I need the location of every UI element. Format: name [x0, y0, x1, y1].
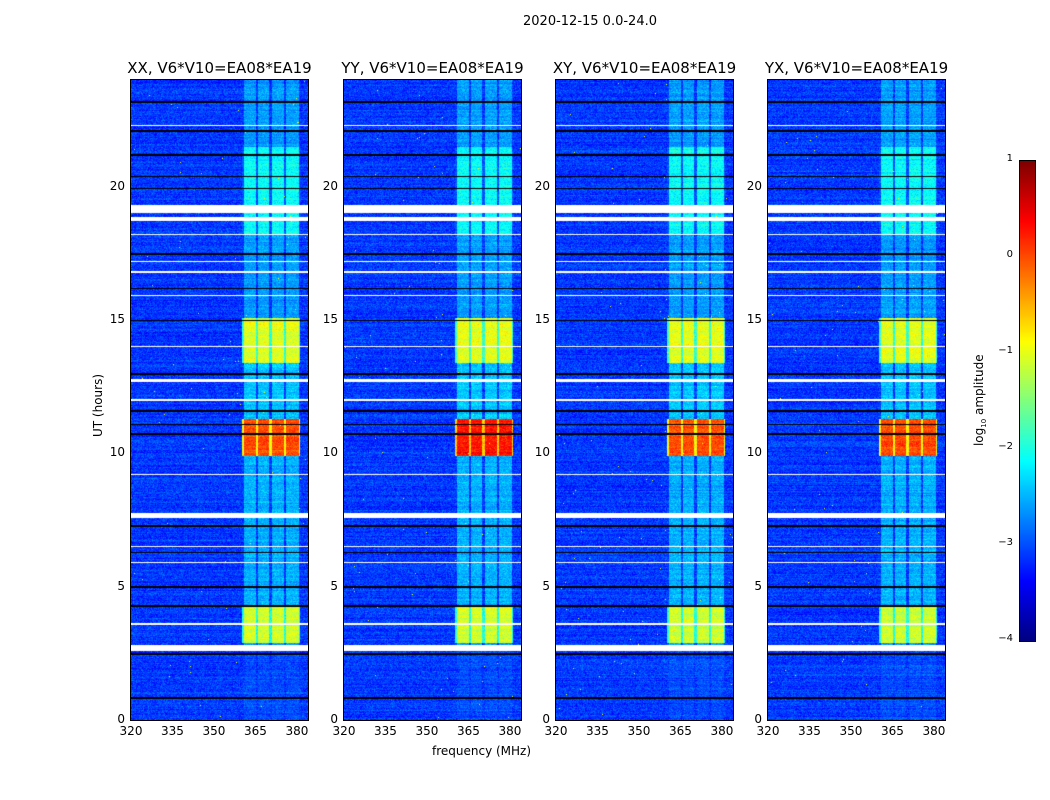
x-tick-label: 335 — [798, 724, 821, 738]
colorbar-label-log: log — [971, 427, 986, 447]
panel-title: XY, V6*V10=EA08*EA19 — [552, 59, 737, 77]
y-tick-label: 15 — [322, 312, 338, 326]
y-axis-label: UT (hours) — [91, 373, 105, 437]
x-tick-label: 335 — [161, 724, 184, 738]
colorbar-tick-label: −4 — [998, 633, 1013, 644]
y-tick-label: 10 — [746, 445, 762, 460]
y-tick-label: 5 — [542, 578, 550, 593]
panel-title: XX, V6*V10=EA08*EA19 — [127, 59, 312, 77]
colorbar-label: log10 amplitude — [972, 350, 988, 450]
x-tick-label: 365 — [457, 724, 480, 738]
heatmap-panel — [343, 79, 522, 721]
x-tick-label: 380 — [710, 724, 734, 738]
x-tick-label: 335 — [374, 724, 397, 738]
x-tick-label: 350 — [415, 724, 439, 738]
y-tick-label: 20 — [746, 178, 762, 193]
colorbar-label-subscript: 10 — [980, 418, 989, 428]
y-tick-label: 10 — [322, 445, 338, 460]
y-tick-label: 20 — [322, 178, 338, 193]
x-tick-label: 380 — [285, 724, 309, 738]
x-tick-label: 320 — [756, 724, 780, 738]
y-tick-label: 0 — [754, 712, 762, 726]
y-tick-label: 10 — [109, 445, 125, 460]
y-tick-label: 0 — [542, 712, 550, 726]
x-tick-label: 320 — [544, 724, 568, 738]
y-tick-label: 5 — [330, 578, 338, 593]
x-tick-label: 365 — [881, 724, 904, 738]
colorbar-tick-label: −2 — [998, 441, 1013, 452]
x-tick-label: 365 — [244, 724, 267, 738]
x-tick-label: 335 — [586, 724, 609, 738]
y-tick-label: 5 — [117, 578, 125, 593]
y-tick-label: 15 — [746, 312, 762, 326]
y-tick-label: 0 — [330, 712, 338, 726]
y-tick-label: 15 — [109, 312, 125, 326]
colorbar-tick-label: −3 — [998, 537, 1013, 548]
x-axis-label: frequency (MHz) — [432, 744, 532, 758]
y-tick-label: 20 — [109, 178, 125, 193]
colorbar-tick-label: 1 — [1006, 153, 1013, 164]
heatmap-panel — [130, 79, 309, 721]
y-tick-label: 0 — [117, 712, 125, 726]
colorbar-tick-label: −1 — [998, 345, 1013, 356]
x-tick-label: 350 — [627, 724, 651, 738]
y-tick-label: 5 — [754, 578, 762, 593]
panel-title: YY, V6*V10=EA08*EA19 — [341, 59, 524, 77]
colorbar-label-amplitude: amplitude — [971, 354, 986, 419]
x-tick-label: 320 — [332, 724, 356, 738]
colorbar — [1019, 160, 1036, 642]
y-tick-label: 20 — [534, 178, 550, 193]
y-tick-label: 10 — [534, 445, 550, 460]
x-tick-label: 350 — [202, 724, 226, 738]
heatmap-panel — [555, 79, 734, 721]
panel-title: YX, V6*V10=EA08*EA19 — [764, 59, 949, 77]
x-tick-label: 365 — [669, 724, 692, 738]
colorbar-tick-label: 0 — [1006, 249, 1013, 260]
x-tick-label: 380 — [922, 724, 946, 738]
heatmap-panel — [767, 79, 946, 721]
x-tick-label: 320 — [119, 724, 143, 738]
x-tick-label: 380 — [498, 724, 522, 738]
x-tick-label: 350 — [839, 724, 863, 738]
y-tick-label: 15 — [534, 312, 550, 326]
figure-title: 2020-12-15 0.0-24.0 — [523, 14, 657, 29]
